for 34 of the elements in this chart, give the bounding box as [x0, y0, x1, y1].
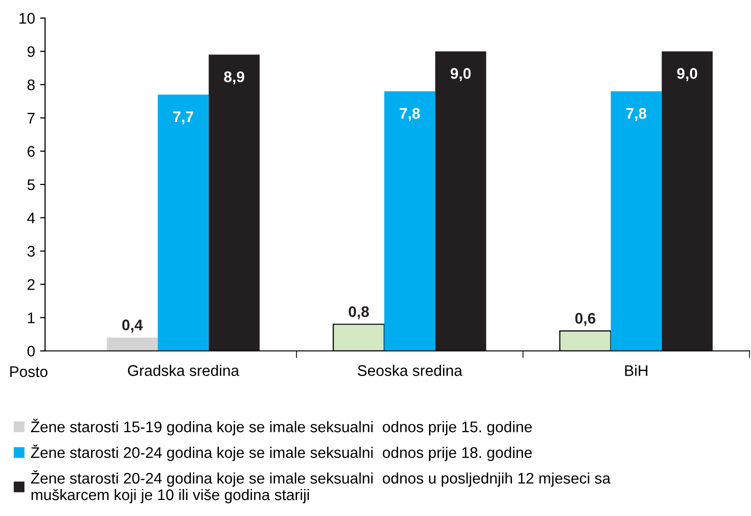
data-label: 0,6 — [575, 312, 596, 326]
y-tick-label: 0 — [27, 346, 35, 357]
x-tick-label: Gradska sredina — [128, 364, 240, 376]
y-tick-label: 2 — [28, 279, 35, 290]
data-label: 0,4 — [122, 320, 143, 333]
data-label: 8,9 — [224, 71, 244, 84]
data-label: 7,7 — [173, 111, 194, 124]
legend-label: Žene starosti 20-24 godina koje se imale seksualni odnos prije 18. godine — [31, 444, 532, 462]
y-tick-label: 1 — [28, 312, 35, 324]
x-tick-label: BiH — [625, 364, 648, 376]
data-label: 9,0 — [677, 68, 698, 82]
data-label: 9,0 — [450, 68, 471, 82]
x-tick-label: Seoska sredina — [358, 364, 462, 376]
data-label: 7,8 — [626, 108, 646, 122]
y-tick-label: 3 — [27, 246, 35, 257]
legend-label: Žene starosti 15-19 godina koje se imale seksualni odnos prije 15. godine — [31, 418, 532, 436]
data-label: 7,8 — [400, 108, 420, 122]
y-tick-label: 8 — [28, 79, 35, 90]
bar — [610, 91, 662, 351]
y-tick-label: 9 — [28, 46, 35, 58]
legend-label: Žene starosti 20-24 godina koje se imale seksualni odnos u posljednjih 12 mjeseci sa muškarcem koji je 10 ili više godina stariji — [31, 470, 611, 504]
bar — [158, 94, 209, 351]
bar — [208, 54, 260, 351]
y-tick-label: 5 — [27, 179, 35, 190]
y-tick-label: 4 — [27, 212, 35, 224]
y-axis-title: Posto — [10, 366, 48, 378]
bar — [662, 51, 713, 351]
bar — [435, 51, 486, 351]
bar — [106, 338, 158, 351]
y-tick-label: 6 — [28, 146, 35, 157]
y-tick-label: 10 — [20, 12, 35, 24]
bar — [384, 91, 436, 351]
y-tick-label: 7 — [28, 112, 35, 124]
data-label: 0,8 — [348, 306, 369, 320]
